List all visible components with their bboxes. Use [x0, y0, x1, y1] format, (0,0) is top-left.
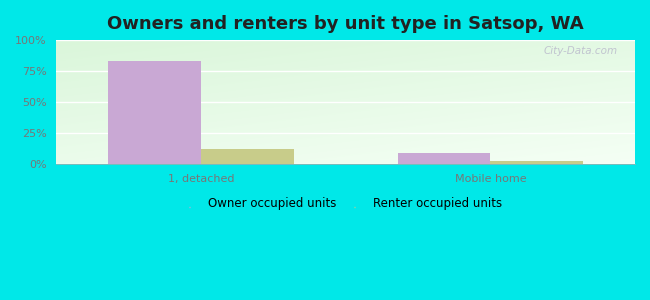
Bar: [201, 149, 294, 164]
Bar: [398, 153, 490, 164]
Legend: Owner occupied units, Renter occupied units: Owner occupied units, Renter occupied un…: [189, 197, 502, 210]
Bar: [490, 161, 583, 164]
Bar: [109, 61, 201, 164]
Text: City-Data.com: City-Data.com: [543, 46, 618, 56]
Title: Owners and renters by unit type in Satsop, WA: Owners and renters by unit type in Satso…: [107, 15, 584, 33]
